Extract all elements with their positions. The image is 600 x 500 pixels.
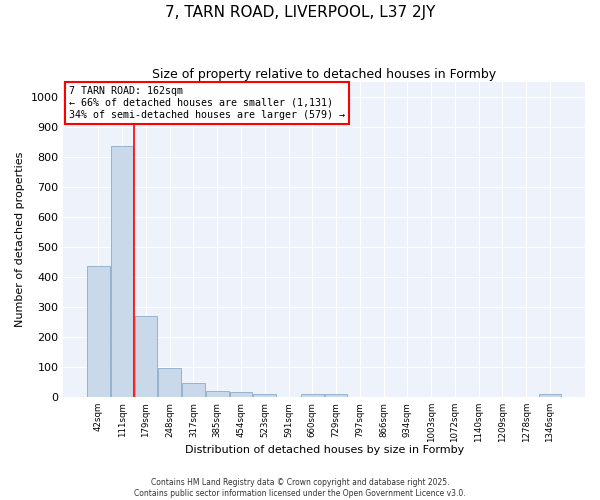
- Y-axis label: Number of detached properties: Number of detached properties: [15, 152, 25, 327]
- Bar: [539, 394, 561, 397]
- Bar: [182, 384, 205, 397]
- Bar: [230, 392, 253, 397]
- Title: Size of property relative to detached houses in Formby: Size of property relative to detached ho…: [152, 68, 496, 80]
- X-axis label: Distribution of detached houses by size in Formby: Distribution of detached houses by size …: [185, 445, 464, 455]
- Bar: [134, 316, 157, 397]
- Bar: [301, 394, 323, 397]
- Text: 7, TARN ROAD, LIVERPOOL, L37 2JY: 7, TARN ROAD, LIVERPOOL, L37 2JY: [165, 5, 435, 20]
- Bar: [325, 394, 347, 397]
- Bar: [158, 368, 181, 397]
- Bar: [111, 146, 133, 397]
- Bar: [206, 391, 229, 397]
- Text: Contains HM Land Registry data © Crown copyright and database right 2025.
Contai: Contains HM Land Registry data © Crown c…: [134, 478, 466, 498]
- Bar: [87, 266, 110, 397]
- Bar: [253, 394, 276, 397]
- Text: 7 TARN ROAD: 162sqm
← 66% of detached houses are smaller (1,131)
34% of semi-det: 7 TARN ROAD: 162sqm ← 66% of detached ho…: [68, 86, 344, 120]
